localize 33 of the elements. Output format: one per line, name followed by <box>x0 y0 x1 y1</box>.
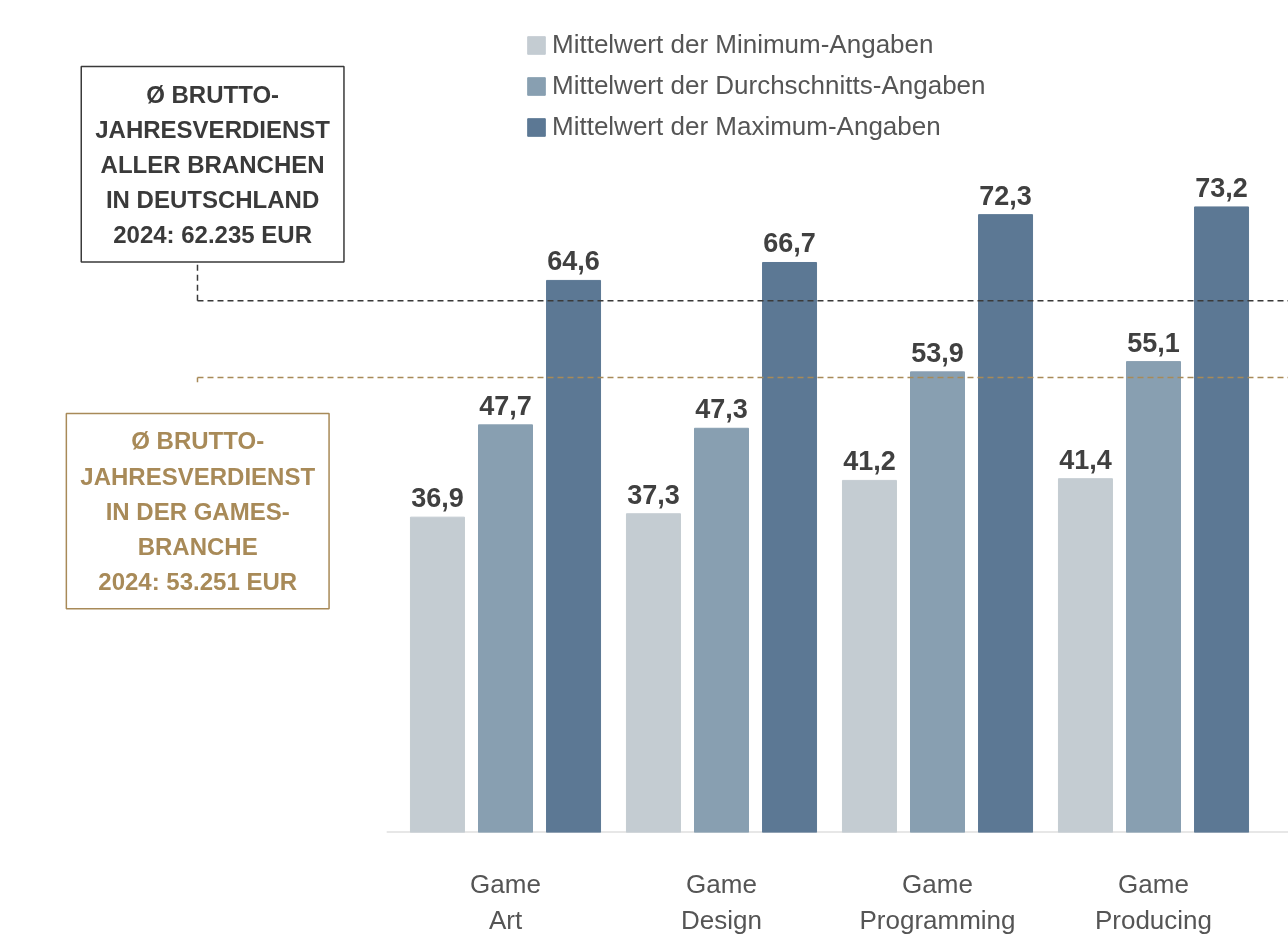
data-label: 55,1 <box>1127 327 1180 358</box>
legend-label: Mittelwert der Maximum-Angaben <box>552 111 941 142</box>
ref-line-label: Ø BRUTTO- JAHRESVERDIENST IN DER GAMES- BRANCHE 2024: 53.251 EUR <box>80 427 316 595</box>
data-label: 72,3 <box>979 180 1032 211</box>
bar <box>910 371 965 833</box>
bar <box>546 279 602 833</box>
bar <box>625 513 681 833</box>
data-label: 73,2 <box>1195 172 1248 203</box>
data-label: 41,4 <box>1059 444 1112 475</box>
bar <box>1194 206 1250 833</box>
bar <box>841 479 897 833</box>
legend-label: Mittelwert der Minimum-Angaben <box>552 29 934 60</box>
data-label: 37,3 <box>627 479 680 510</box>
data-label: 53,9 <box>911 337 964 368</box>
bar <box>762 261 818 833</box>
legend-label: Mittelwert der Durchschnitts-Angaben <box>552 70 986 101</box>
data-label: 36,9 <box>411 483 464 514</box>
bar <box>1126 361 1181 833</box>
x-tick-label: Game Programming <box>859 868 1016 935</box>
bar <box>409 516 465 833</box>
bar <box>1057 478 1113 833</box>
x-tick-label: Game Design <box>681 868 762 935</box>
data-label: 66,7 <box>763 228 816 259</box>
bar <box>978 214 1034 833</box>
data-label: 47,7 <box>479 390 532 421</box>
data-label: 41,2 <box>843 446 896 477</box>
x-tick-label: Game Art <box>470 868 541 935</box>
x-tick-label: Game Producing <box>1094 868 1213 935</box>
data-label: 47,3 <box>695 394 748 425</box>
bar <box>478 424 533 833</box>
data-label: 64,6 <box>547 246 600 277</box>
ref-line-label: Ø BRUTTO- JAHRESVERDIENST ALLER BRANCHEN IN DEUTSCHLAND 2024: 62.235 EUR <box>95 80 331 248</box>
bar <box>694 427 749 833</box>
